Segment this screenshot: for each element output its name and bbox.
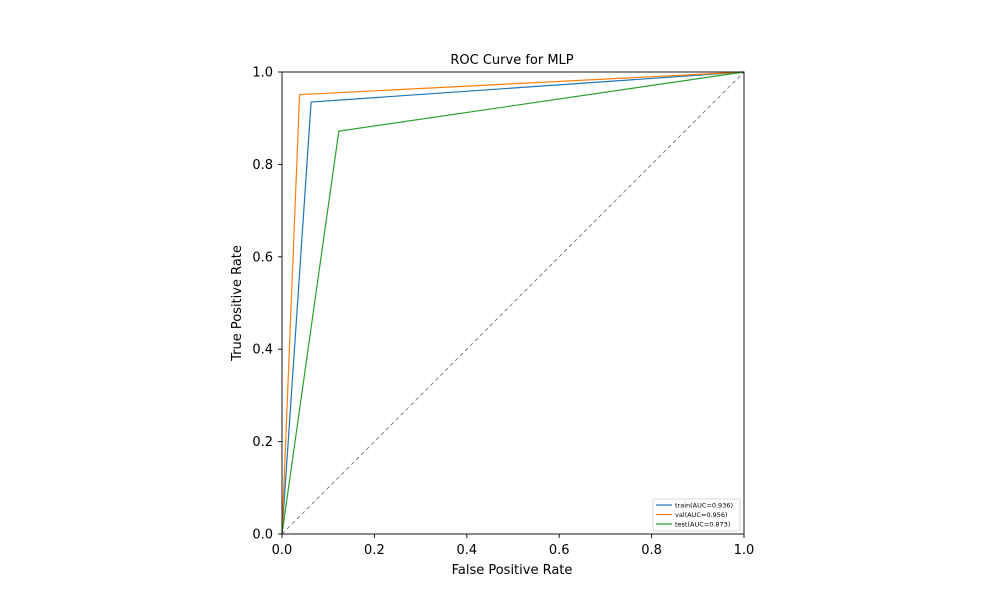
x-tick-label: 0.8 (641, 543, 662, 558)
series-line-0 (281, 71, 745, 535)
x-tick-label: 0.0 (272, 543, 293, 558)
x-tick-label: 0.6 (549, 543, 570, 558)
y-tick-label: 0.8 (252, 158, 273, 173)
y-tick-label: 0.2 (252, 435, 273, 450)
series-line-2 (281, 71, 745, 535)
legend-label-1: val(AUC=0.956) (675, 511, 728, 519)
y-tick-label: 0.0 (252, 528, 273, 543)
x-tick-label: 0.4 (456, 543, 477, 558)
series-line-1 (281, 71, 745, 535)
legend-box (652, 498, 741, 532)
legend-label-0: train(AUC=0.936) (675, 501, 733, 509)
x-tick-label: 1.0 (734, 543, 755, 558)
y-axis-label: True Positive Rate (230, 245, 245, 362)
legend-label-2: test(AUC=0.873) (675, 520, 730, 528)
y-tick-label: 0.6 (252, 250, 273, 265)
y-tick-label: 0.4 (252, 343, 273, 358)
x-tick-label: 0.2 (364, 543, 385, 558)
reference-diagonal-line (281, 71, 745, 535)
chart-title: ROC Curve for MLP (450, 53, 573, 68)
plot-frame (281, 71, 745, 535)
y-tick-label: 1.0 (252, 66, 273, 81)
x-axis-label: False Positive Rate (452, 563, 573, 578)
